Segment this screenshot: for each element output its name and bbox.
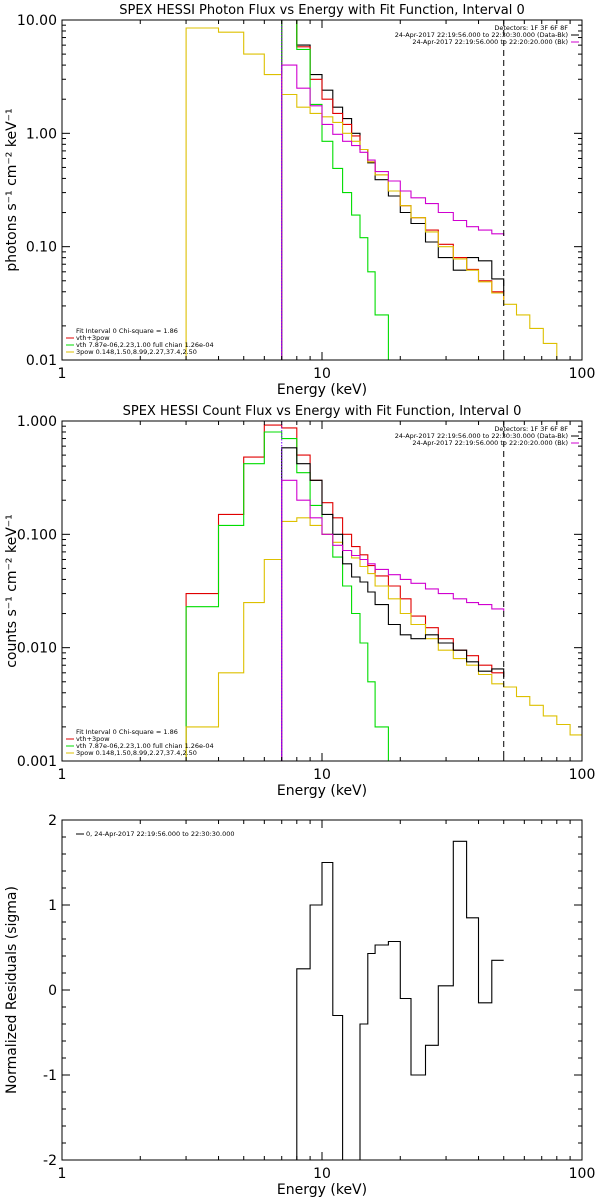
legend-text: 3pow 0.148,1.50,8.99,2.27,37.4,2.50 <box>76 749 197 757</box>
series-line-3 <box>281 447 505 761</box>
legend-text: Detectors: 1F 3F 6F 8F <box>494 425 568 433</box>
legend-text: vth 7.87e-06,2.23,1.00 full chian 1.26e-… <box>76 742 214 750</box>
legend-text: Detectors: 1F 3F 6F 8F <box>494 24 568 32</box>
series-line-4 <box>281 479 505 761</box>
legend-text: 0, 24-Apr-2017 22:19:56.000 to 22:30:30.… <box>86 830 235 838</box>
series-group <box>296 840 504 1160</box>
legend-text: vth+3pow <box>76 735 110 743</box>
series-line-0 <box>185 424 505 761</box>
x-tick-label: 10 <box>313 767 331 783</box>
y-tick-label: 2 <box>48 813 57 829</box>
x-tick-label: 1 <box>58 767 67 783</box>
y-tick-label: -2 <box>43 1153 57 1169</box>
y-tick-label: 0.10 <box>26 240 57 256</box>
y-axis-label: Normalized Residuals (sigma) <box>4 886 20 1094</box>
series-line-0 <box>296 840 504 1160</box>
legend-text: Fit Interval 0 Chi-square = 1.86 <box>76 327 178 335</box>
legend-text: vth 7.87e-06,2.23,1.00 full chian 1.26e-… <box>76 341 214 349</box>
x-tick-label: 100 <box>569 366 596 382</box>
x-axis-label: Energy (keV) <box>277 1182 367 1198</box>
chart-title: SPEX HESSI Photon Flux vs Energy with Fi… <box>119 3 525 18</box>
y-axis-label: counts s⁻¹ cm⁻² keV⁻¹ <box>4 514 20 668</box>
legend-text: 24-Apr-2017 22:19:56.000 to 22:20:20.000… <box>412 38 568 46</box>
chart-title: SPEX HESSI Count Flux vs Energy with Fit… <box>123 404 522 419</box>
y-tick-label: 0 <box>48 983 57 999</box>
x-axis-label: Energy (keV) <box>277 382 367 398</box>
series-line-1 <box>281 20 505 360</box>
chart-panel-1 <box>61 420 583 762</box>
series-group <box>185 20 558 360</box>
chart-panel-0 <box>61 19 583 361</box>
legend-text: 24-Apr-2017 22:19:56.000 to 22:30:30.000… <box>395 432 568 440</box>
series-line-4 <box>281 64 505 360</box>
y-tick-label: 10.00 <box>17 13 57 29</box>
y-tick-label: 1.00 <box>26 126 57 142</box>
y-tick-label: 0.001 <box>17 754 57 770</box>
y-tick-label: -1 <box>43 1068 57 1084</box>
x-tick-label: 100 <box>569 767 596 783</box>
x-tick-label: 10 <box>313 366 331 382</box>
legend-text: vth+3pow <box>76 334 110 342</box>
series-group <box>185 424 582 761</box>
y-axis-label: photons s⁻¹ cm⁻² keV⁻¹ <box>4 108 20 271</box>
series-line-3 <box>185 27 558 360</box>
legend-text: 3pow 0.148,1.50,8.99,2.27,37.4,2.50 <box>76 348 197 356</box>
y-tick-label: 0.010 <box>17 641 57 657</box>
x-tick-label: 10 <box>313 1166 331 1182</box>
series-line-2 <box>185 517 582 761</box>
y-tick-label: 1 <box>48 898 57 914</box>
legend-text: 24-Apr-2017 22:19:56.000 to 22:20:20.000… <box>412 439 568 447</box>
x-tick-label: 100 <box>569 1166 596 1182</box>
legend-text: 24-Apr-2017 22:19:56.000 to 22:30:30.000… <box>395 31 568 39</box>
chart-panel-2 <box>61 819 583 1161</box>
x-axis-label: Energy (keV) <box>277 783 367 799</box>
legend-text: Fit Interval 0 Chi-square = 1.86 <box>76 728 178 736</box>
x-tick-label: 1 <box>58 366 67 382</box>
y-tick-label: 1.000 <box>17 414 57 430</box>
x-tick-label: 1 <box>58 1166 67 1182</box>
y-tick-label: 0.100 <box>17 527 57 543</box>
y-tick-label: 0.01 <box>26 353 57 369</box>
series-line-2 <box>281 20 389 360</box>
